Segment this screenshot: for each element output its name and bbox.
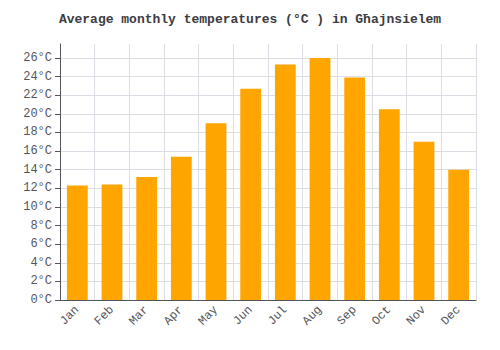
- svg-text:Mar: Mar: [126, 303, 151, 328]
- svg-text:Average monthly temperatures (: Average monthly temperatures (°C ) in Għ…: [59, 12, 441, 27]
- svg-text:4°C: 4°C: [30, 256, 52, 270]
- svg-text:Feb: Feb: [92, 303, 117, 328]
- svg-text:6°C: 6°C: [30, 237, 52, 251]
- svg-text:10°C: 10°C: [23, 200, 52, 214]
- svg-text:May: May: [196, 303, 221, 328]
- svg-text:Jul: Jul: [265, 303, 290, 328]
- svg-text:24°C: 24°C: [23, 70, 52, 84]
- svg-text:8°C: 8°C: [30, 219, 52, 233]
- svg-text:Sep: Sep: [334, 303, 359, 328]
- svg-text:0°C: 0°C: [30, 293, 52, 307]
- svg-text:Nov: Nov: [404, 303, 429, 328]
- svg-text:Jan: Jan: [57, 303, 82, 328]
- svg-text:Apr: Apr: [161, 303, 186, 328]
- svg-text:20°C: 20°C: [23, 107, 52, 121]
- svg-text:Aug: Aug: [300, 303, 325, 328]
- svg-text:2°C: 2°C: [30, 274, 52, 288]
- svg-text:Oct: Oct: [369, 303, 394, 328]
- svg-text:Jun: Jun: [230, 303, 255, 328]
- svg-text:26°C: 26°C: [23, 51, 52, 65]
- svg-text:14°C: 14°C: [23, 163, 52, 177]
- svg-text:16°C: 16°C: [23, 144, 52, 158]
- svg-text:22°C: 22°C: [23, 88, 52, 102]
- svg-text:18°C: 18°C: [23, 125, 52, 139]
- svg-text:Dec: Dec: [438, 303, 463, 328]
- svg-text:12°C: 12°C: [23, 181, 52, 195]
